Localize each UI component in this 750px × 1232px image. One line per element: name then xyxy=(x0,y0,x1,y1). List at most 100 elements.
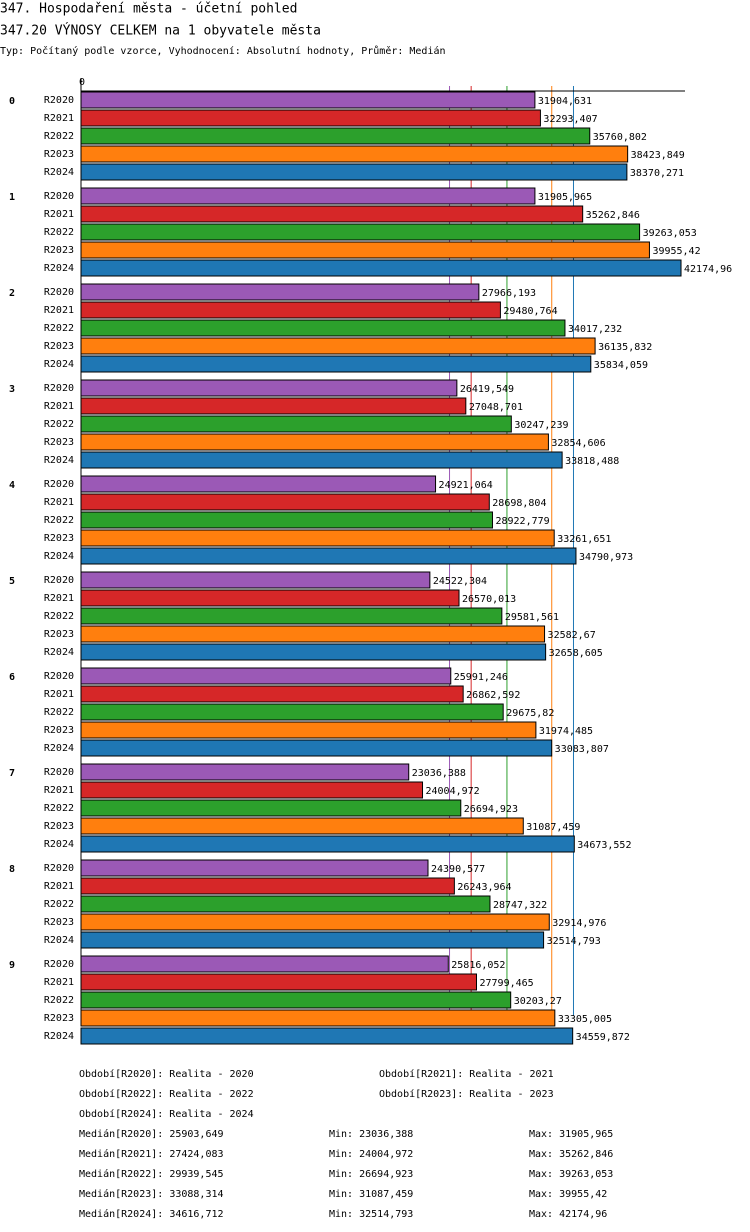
value-label: 31904,631 xyxy=(538,96,592,107)
legend-entry: Období[R2023]: Realita - 2023 xyxy=(379,1088,554,1100)
series-label: R2024 xyxy=(44,839,74,850)
legend-entry: Období[R2024]: Realita - 2024 xyxy=(79,1108,254,1120)
bar xyxy=(80,319,566,337)
series-label: R2022 xyxy=(44,227,74,238)
series-label: R2023 xyxy=(44,245,74,256)
series-label: R2022 xyxy=(44,707,74,718)
value-label: 24004,972 xyxy=(426,786,480,797)
series-label: R2020 xyxy=(44,479,74,490)
series-label: R2024 xyxy=(44,455,74,466)
value-label: 32658,605 xyxy=(549,648,603,659)
bar xyxy=(80,781,424,799)
value-label: 27799,465 xyxy=(479,978,533,989)
value-label: 32854,606 xyxy=(551,438,605,449)
median-stat-value: 33088,314 xyxy=(169,1189,223,1200)
group-label: 7 xyxy=(9,768,15,779)
min-stat-name: Min: xyxy=(329,1149,353,1160)
value-label: 32514,793 xyxy=(547,936,601,947)
median-stat: Medián[R2023]: 33088,314 xyxy=(79,1188,224,1200)
min-stat: Min: 23036,388 xyxy=(329,1129,413,1140)
value-label: 28698,804 xyxy=(492,498,546,509)
value-label: 35760,802 xyxy=(593,132,647,143)
max-stat-name: Max: xyxy=(529,1129,553,1140)
value-label: 33305,005 xyxy=(558,1014,612,1025)
median-stat: Medián[R2022]: 29939,545 xyxy=(79,1168,224,1180)
max-stat: Max: 35262,846 xyxy=(529,1149,613,1160)
bar xyxy=(80,223,641,241)
chart-description: Typ: Počítaný podle vzorce, Vyhodnocení:… xyxy=(0,45,446,57)
bar xyxy=(80,799,462,817)
median-stat-value: 34616,712 xyxy=(169,1209,223,1220)
median-stat-value: 29939,545 xyxy=(169,1169,223,1180)
bar xyxy=(80,301,501,319)
series-label: R2021 xyxy=(44,977,74,988)
bar xyxy=(80,283,480,301)
series-label: R2021 xyxy=(44,401,74,412)
min-stat: Min: 31087,459 xyxy=(329,1189,413,1200)
series-label: R2022 xyxy=(44,131,74,142)
bar xyxy=(80,493,490,511)
value-label: 25991,246 xyxy=(454,672,508,683)
bar xyxy=(80,397,467,415)
value-label: 26694,923 xyxy=(464,804,518,815)
bar xyxy=(80,109,541,127)
bar xyxy=(80,379,458,397)
legend-entry: Období[R2022]: Realita - 2022 xyxy=(79,1088,254,1100)
min-stat-name: Min: xyxy=(329,1169,353,1180)
max-stat-value: 39263,053 xyxy=(559,1169,613,1180)
bar xyxy=(80,667,452,685)
value-label: 36135,832 xyxy=(598,342,652,353)
value-label: 31087,459 xyxy=(526,822,580,833)
bar xyxy=(80,763,410,781)
series-label: R2022 xyxy=(44,611,74,622)
bar xyxy=(80,931,545,949)
bar xyxy=(80,547,577,565)
min-stat-value: 23036,388 xyxy=(359,1129,413,1140)
bar xyxy=(80,589,460,607)
bar xyxy=(80,337,596,355)
min-stat: Min: 32514,793 xyxy=(329,1209,413,1220)
bar xyxy=(80,973,477,991)
median-stat: Medián[R2021]: 27424,083 xyxy=(79,1148,224,1160)
group-label: 4 xyxy=(9,480,15,491)
max-stat-value: 31905,965 xyxy=(559,1129,613,1140)
value-label: 31974,485 xyxy=(539,726,593,737)
bar xyxy=(80,685,464,703)
series-label: R2020 xyxy=(44,671,74,682)
value-label: 24921,064 xyxy=(439,480,493,491)
series-label: R2020 xyxy=(44,95,74,106)
min-stat-name: Min: xyxy=(329,1189,353,1200)
value-label: 42174,96 xyxy=(684,264,732,275)
series-label: R2021 xyxy=(44,209,74,220)
bar xyxy=(80,607,503,625)
series-label: R2022 xyxy=(44,899,74,910)
min-stat-value: 31087,459 xyxy=(359,1189,413,1200)
legend-entry: Období[R2020]: Realita - 2020 xyxy=(79,1068,254,1080)
min-stat-name: Min: xyxy=(329,1209,353,1220)
value-label: 30247,239 xyxy=(514,420,568,431)
min-stat-value: 26694,923 xyxy=(359,1169,413,1180)
bar xyxy=(80,625,546,643)
value-label: 33083,807 xyxy=(555,744,609,755)
min-stat: Min: 24004,972 xyxy=(329,1149,413,1160)
series-label: R2024 xyxy=(44,359,74,370)
min-stat-value: 32514,793 xyxy=(359,1209,413,1220)
max-stat-name: Max: xyxy=(529,1169,553,1180)
series-label: R2022 xyxy=(44,419,74,430)
value-label: 26862,592 xyxy=(466,690,520,701)
bar xyxy=(80,355,592,373)
series-label: R2023 xyxy=(44,725,74,736)
value-label: 38370,271 xyxy=(630,168,684,179)
max-stat-name: Max: xyxy=(529,1149,553,1160)
max-stat-name: Max: xyxy=(529,1209,553,1220)
bar xyxy=(80,859,429,877)
value-label: 34673,552 xyxy=(577,840,631,851)
value-label: 33818,488 xyxy=(565,456,619,467)
value-label: 26419,549 xyxy=(460,384,514,395)
value-label: 29675,82 xyxy=(506,708,554,719)
series-label: R2021 xyxy=(44,497,74,508)
series-label: R2020 xyxy=(44,767,74,778)
group-label: 5 xyxy=(9,576,15,587)
series-label: R2024 xyxy=(44,647,74,658)
series-label: R2024 xyxy=(44,263,74,274)
